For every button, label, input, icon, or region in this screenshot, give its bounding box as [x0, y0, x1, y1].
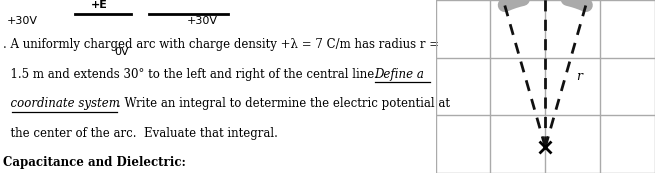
Text: coordinate system: coordinate system — [3, 97, 120, 110]
Text: Define a: Define a — [375, 68, 424, 81]
Text: 0V: 0V — [115, 47, 129, 57]
Text: . A uniformly charged arc with charge density +λ = 7 C/m has radius r =: . A uniformly charged arc with charge de… — [3, 38, 440, 52]
Text: +30V: +30V — [187, 16, 217, 26]
Text: r: r — [576, 70, 582, 83]
Text: 1.5 m and extends 30° to the left and right of the central line.: 1.5 m and extends 30° to the left and ri… — [3, 68, 382, 81]
Text: Capacitance and Dielectric:: Capacitance and Dielectric: — [3, 156, 186, 169]
Text: +E: +E — [91, 0, 108, 10]
Text: . Write an integral to determine the electric potential at: . Write an integral to determine the ele… — [117, 97, 449, 110]
Text: +30V: +30V — [7, 16, 37, 26]
Text: the center of the arc.  Evaluate that integral.: the center of the arc. Evaluate that int… — [3, 127, 278, 140]
